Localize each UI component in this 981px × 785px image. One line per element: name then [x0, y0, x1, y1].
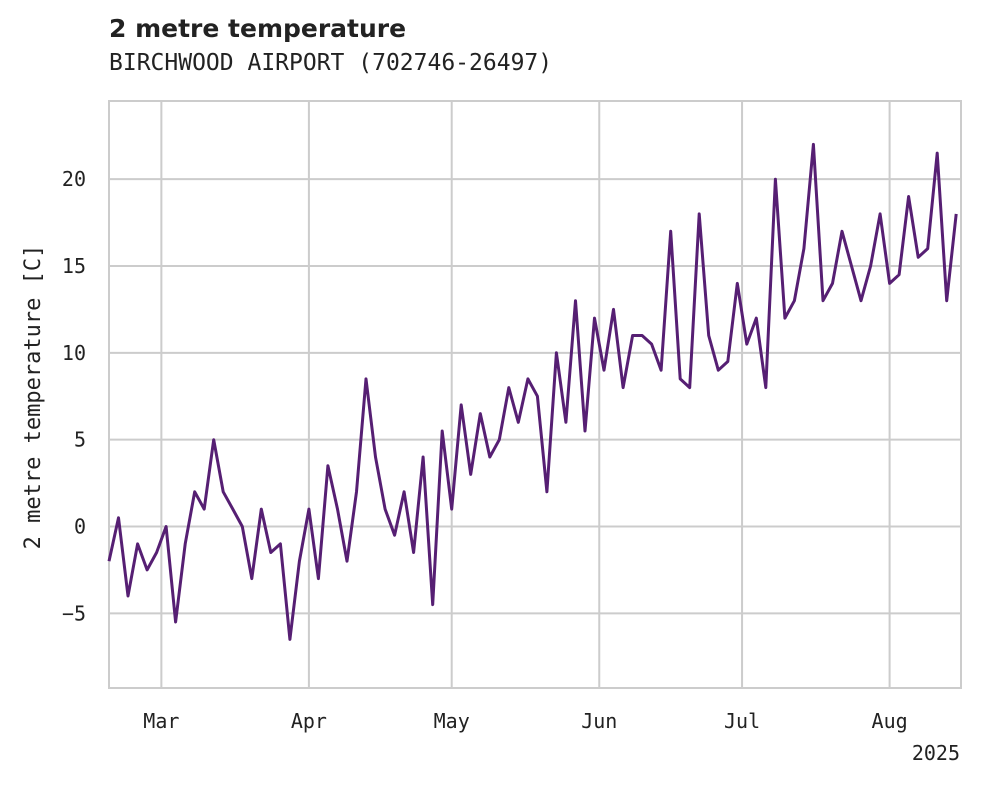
y-tick-labels: −5 0 5 10 15 20: [62, 167, 86, 625]
plot-frame: [108, 100, 962, 689]
x-tick-label: Jul: [724, 709, 760, 733]
y-tick-label: 10: [62, 341, 86, 365]
y-tick-label: −5: [62, 601, 86, 625]
x-tick-label: Jun: [581, 709, 617, 733]
chart-subtitle: BIRCHWOOD AIRPORT (702746-26497): [109, 50, 553, 76]
y-tick-label: 5: [74, 428, 86, 452]
temperature-series-line: [107, 142, 958, 641]
series-group: [107, 142, 958, 641]
y-tick-label: 15: [62, 254, 86, 278]
x-offset-year-label: 2025: [912, 741, 960, 765]
x-tick-label: May: [434, 709, 470, 733]
x-tick-label: Apr: [291, 709, 327, 733]
grid-lines: [109, 101, 961, 688]
y-axis-label: 2 metre temperature [C]: [21, 245, 46, 550]
y-tick-label: 0: [74, 514, 86, 538]
x-tick-label: Aug: [872, 709, 908, 733]
x-tick-label: Mar: [143, 709, 179, 733]
y-tick-label: 20: [62, 167, 86, 191]
x-tick-labels: Mar Apr May Jun Jul Aug: [143, 709, 907, 733]
chart-title: 2 metre temperature: [109, 14, 407, 43]
